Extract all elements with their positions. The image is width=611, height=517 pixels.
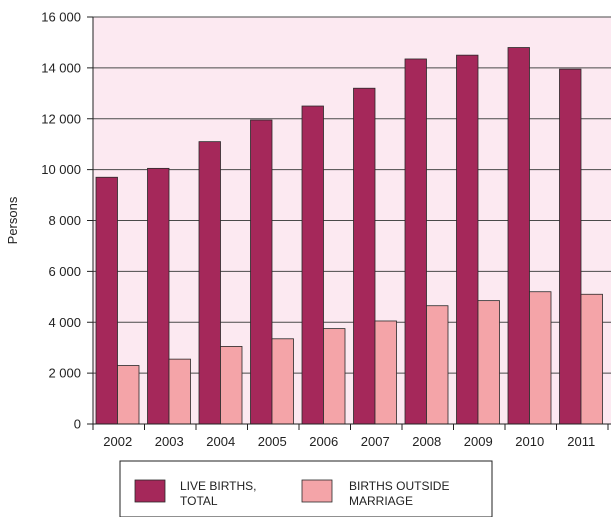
bar-outside-marriage-2002 xyxy=(117,365,140,425)
y-axis-title: Persons xyxy=(5,196,20,244)
x-tick-label: 2011 xyxy=(567,434,595,449)
x-tick-label: 2006 xyxy=(309,434,338,449)
bar-outside-marriage-2010 xyxy=(529,291,552,425)
bar-live-births-2002 xyxy=(95,176,118,425)
bar-outside-marriage-2005 xyxy=(271,338,294,425)
bar-live-births-2008 xyxy=(404,58,427,425)
bar-live-births-2009 xyxy=(456,54,479,425)
bar-live-births-2004 xyxy=(198,141,221,425)
y-tick-label: 10 000 xyxy=(41,162,81,177)
y-tick-label: 0 xyxy=(74,417,81,432)
bar-outside-marriage-2009 xyxy=(477,300,500,425)
y-tick-label: 8 000 xyxy=(48,213,81,228)
x-tick-label: 2005 xyxy=(258,434,287,449)
bar-live-births-2007 xyxy=(353,87,376,425)
bar-outside-marriage-2004 xyxy=(220,346,243,425)
bar-live-births-2003 xyxy=(147,167,170,425)
legend-label-outside-marriage-line1: BIRTHS OUTSIDE xyxy=(349,479,449,493)
y-tick-label: 2 000 xyxy=(48,366,81,381)
x-tick-label: 2009 xyxy=(464,434,493,449)
x-tick-label: 2010 xyxy=(515,434,544,449)
x-tick-label: 2003 xyxy=(155,434,184,449)
bar-outside-marriage-2006 xyxy=(323,328,346,425)
y-tick-label: 16 000 xyxy=(41,10,81,25)
legend-label-live-births-line2: TOTAL xyxy=(180,494,218,508)
x-tick-label: 2004 xyxy=(206,434,235,449)
bar-outside-marriage-2007 xyxy=(374,320,397,425)
legend-swatch-live-births xyxy=(134,479,166,503)
y-tick-label: 12 000 xyxy=(41,111,81,126)
bars xyxy=(95,47,603,425)
bar-live-births-2005 xyxy=(250,119,273,425)
legend-label-live-births-line1: LIVE BIRTHS, xyxy=(180,479,256,493)
y-tick-label: 6 000 xyxy=(48,264,81,279)
axes xyxy=(87,16,611,430)
y-tick-labels: 0 2 000 4 000 6 000 8 000 10 000 12 000 14 000 1… xyxy=(41,10,81,432)
legend: LIVE BIRTHS, TOTAL BIRTHS OUTSIDE MARRIA… xyxy=(119,460,493,517)
bar-outside-marriage-2011 xyxy=(580,293,603,425)
legend-label-outside-marriage-line2: MARRIAGE xyxy=(349,494,413,508)
y-tick-label: 14 000 xyxy=(41,60,81,75)
bar-live-births-2006 xyxy=(301,105,324,425)
legend-swatch-births-outside-marriage xyxy=(301,479,333,503)
x-tick-labels: 2002 2003 2004 2005 2006 2007 2008 2009 2010 2011 xyxy=(103,434,595,449)
bar-outside-marriage-2008 xyxy=(426,305,449,425)
bar-outside-marriage-2003 xyxy=(168,358,191,425)
y-tick-label: 4 000 xyxy=(48,315,81,330)
bar-live-births-2010 xyxy=(507,47,530,425)
x-tick-label: 2007 xyxy=(361,434,390,449)
x-tick-label: 2002 xyxy=(103,434,132,449)
x-tick-label: 2008 xyxy=(412,434,441,449)
bar-live-births-2011 xyxy=(559,68,582,425)
